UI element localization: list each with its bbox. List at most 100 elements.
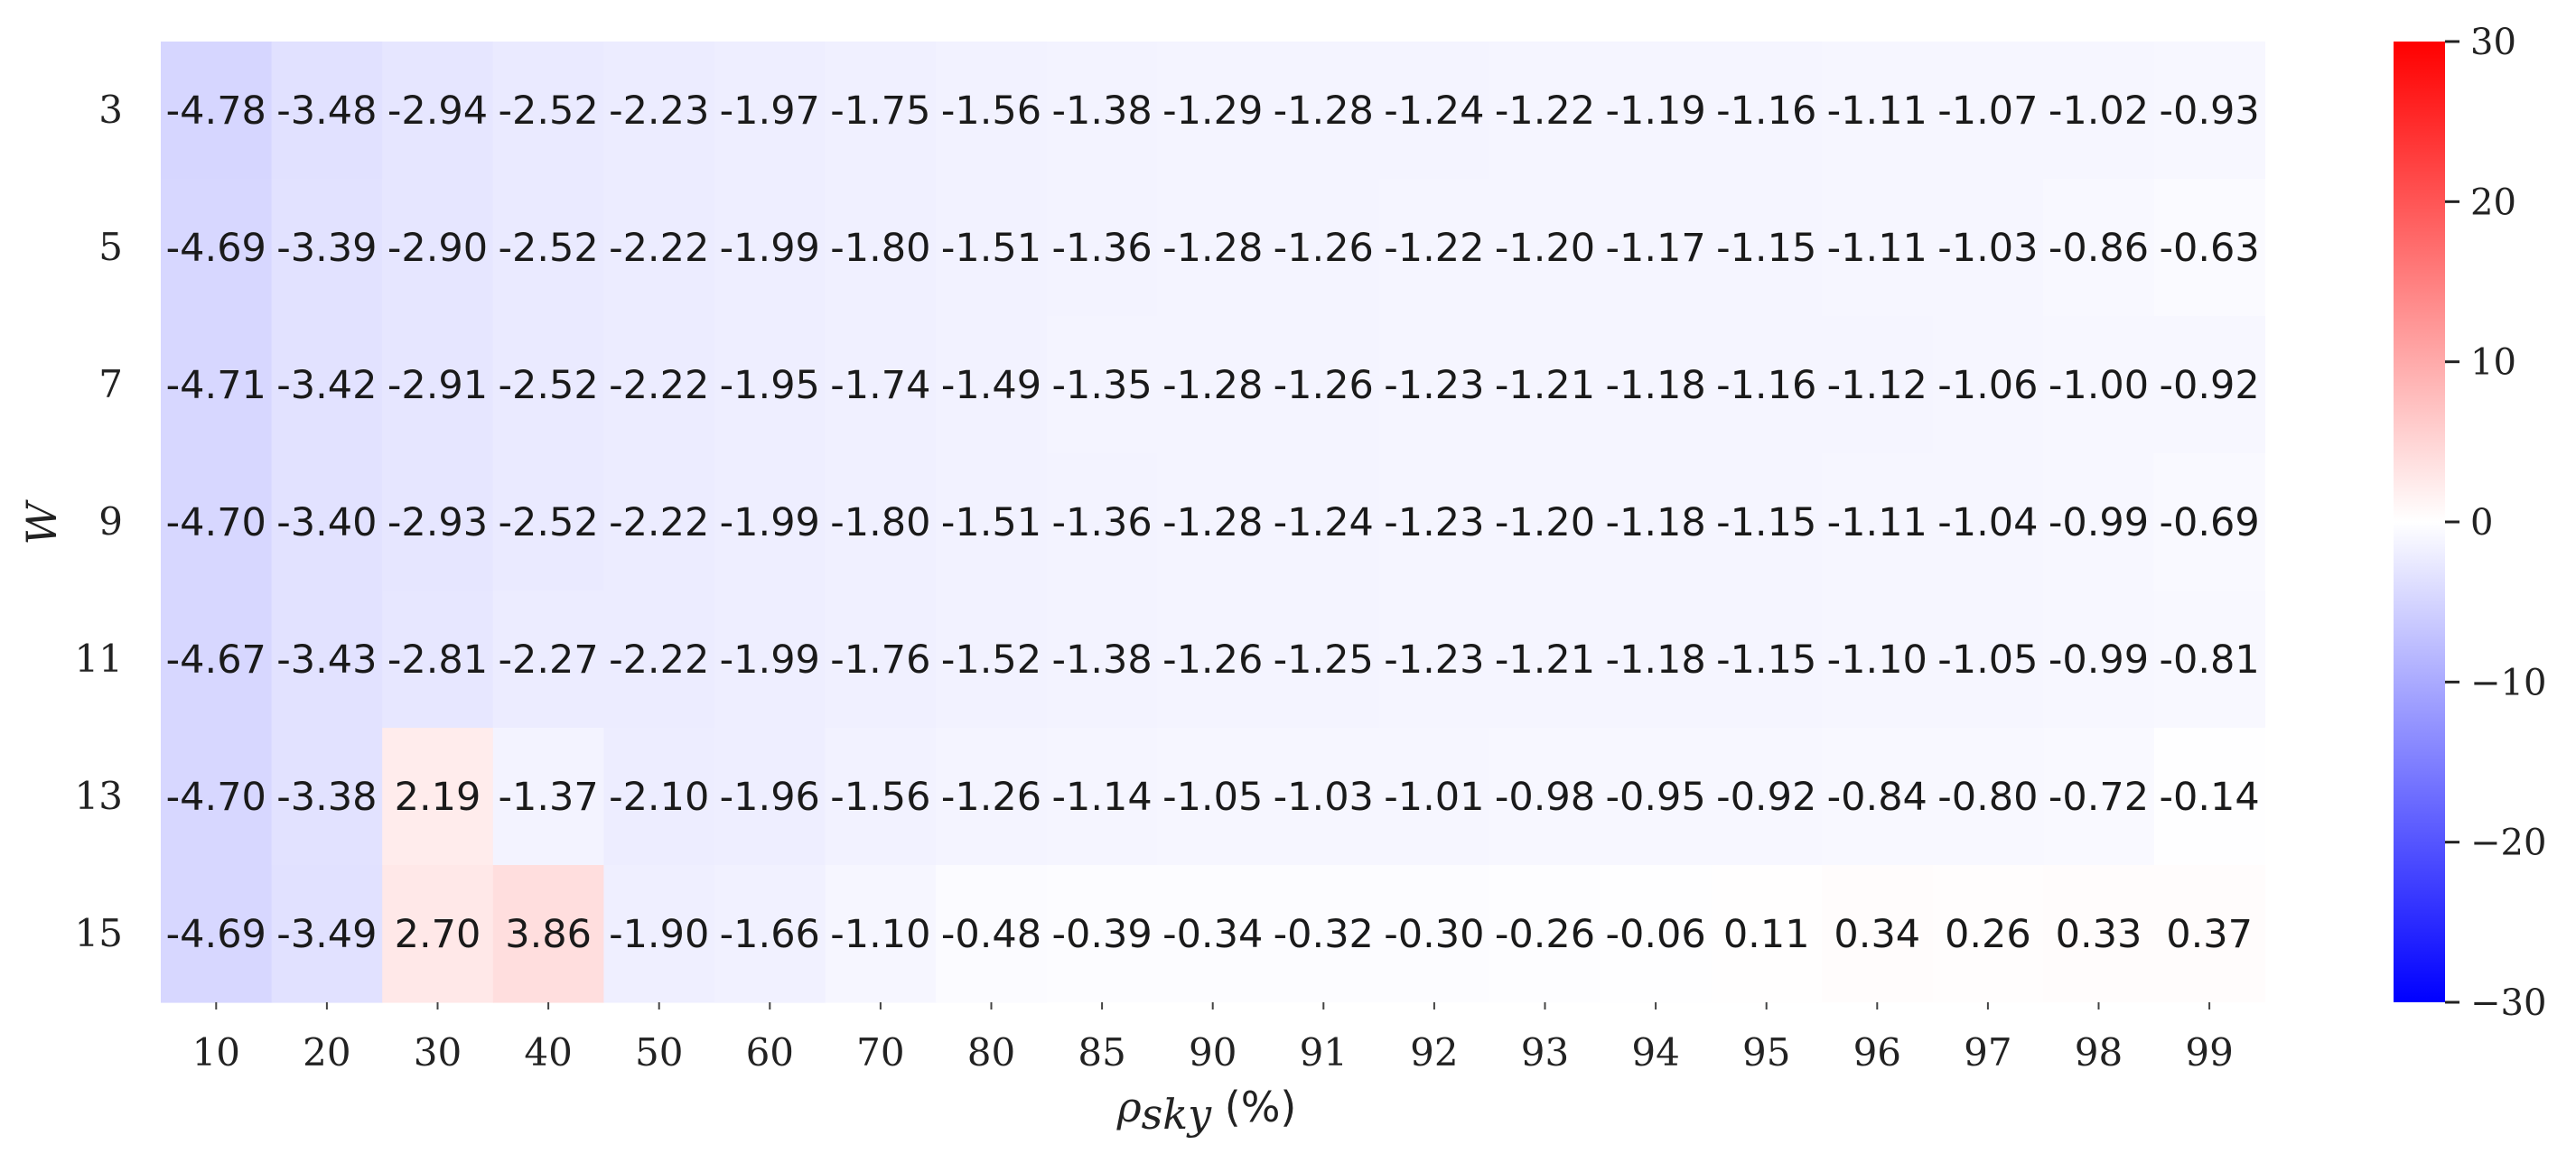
heatmap-cell [1932,865,2044,1003]
cell-value-label: -1.15 [1716,500,1816,545]
heatmap-cell [382,728,494,866]
heatmap-cell [936,591,1048,729]
heatmap-cell [492,179,604,317]
heatmap-cell [714,316,826,454]
heatmap-cell-labels: -4.78 -3.48 -2.94 -2.52 -2.23 -1.97 -1.75 -1.56… [166,88,2260,957]
heatmap-cell [1822,865,1934,1003]
heatmap-cell [382,591,494,729]
heatmap-cell [492,453,604,591]
heatmap-cell [714,865,826,1003]
cell-value-label: -2.52 [498,88,598,134]
heatmap-cell [161,728,273,866]
cell-value-label: -0.32 [1274,912,1374,957]
cell-value-label: -3.49 [276,912,377,957]
cell-value-label: -0.63 [2159,226,2259,271]
cell-value-label: -1.49 [941,363,1041,408]
cell-value-label: -0.39 [1051,912,1152,957]
cell-value-label: -1.75 [830,88,930,134]
heatmap-cell [1157,179,1269,317]
heatmap-cell [1378,42,1490,180]
cell-value-label: -1.36 [1051,226,1152,271]
heatmap-cell [1268,865,1380,1003]
heatmap-cell [1046,728,1158,866]
cell-value-label: -1.38 [1051,88,1152,134]
cell-value-label: -1.90 [609,912,709,957]
heatmap-cell [1932,453,2044,591]
cell-value-label: -0.26 [1495,912,1595,957]
cell-value-label: -0.93 [2159,88,2259,134]
cell-value-label: -2.52 [498,363,598,408]
y-tick-label: 3 [98,88,123,132]
heatmap-cell [161,591,273,729]
heatmap-cell [825,42,937,180]
heatmap-cell [603,453,715,591]
cell-value-label: -1.56 [941,88,1041,134]
heatmap-cell [936,42,1048,180]
cell-value-label: -1.35 [1051,363,1152,408]
heatmap-cell [1268,591,1380,729]
cell-value-label: -4.78 [166,88,266,134]
heatmap-cell [936,728,1048,866]
colorbar-tick-label: −20 [2470,823,2546,864]
heatmap-cell [1932,316,2044,454]
cell-value-label: -1.26 [1274,226,1374,271]
x-tick-label: 97 [1964,1030,2011,1075]
heatmap-cell [1489,316,1601,454]
cell-value-label: -1.22 [1384,226,1484,271]
x-tick-label: 20 [303,1030,350,1075]
cell-value-label: 0.37 [2166,912,2253,957]
cell-value-label: -4.70 [166,500,266,545]
heatmap-cell [1378,591,1490,729]
heatmap-cell [1046,865,1158,1003]
heatmap-cell [492,591,604,729]
cell-value-label: -0.34 [1162,912,1263,957]
heatmap-cell [1711,728,1823,866]
cell-value-label: -1.21 [1495,363,1595,408]
colorbar-tick-label: 0 [2470,502,2493,544]
heatmap-cell [1157,728,1269,866]
heatmap-cell [492,42,604,180]
x-tick-label: 95 [1742,1030,1790,1075]
heatmap-cell [603,316,715,454]
heatmap-cell [382,316,494,454]
heatmap-cell [1600,316,1712,454]
x-tick-label: 30 [414,1030,462,1075]
heatmap-cell [271,453,383,591]
cell-value-label: -1.03 [1274,775,1374,820]
x-axis-title: ρsky (%) [1116,1083,1297,1139]
heatmap-cell [1489,179,1601,317]
cell-value-label: -1.23 [1384,637,1484,683]
cell-value-label: -4.71 [166,363,266,408]
y-tick-label: 11 [75,637,123,681]
heatmap-cell [1378,179,1490,317]
x-tick-label: 85 [1078,1030,1125,1075]
heatmap-cell [1711,591,1823,729]
x-tick-label: 98 [2075,1030,2123,1075]
heatmap-cell [2153,179,2265,317]
cell-value-label: -1.20 [1495,226,1595,271]
heatmap-cell [2043,42,2155,180]
cell-value-label: -3.39 [276,226,377,271]
cell-value-label: -1.66 [720,912,820,957]
y-tick-label: 9 [98,499,123,544]
cell-value-label: -1.76 [830,637,930,683]
heatmap-cell [1489,453,1601,591]
heatmap-cell [1046,316,1158,454]
cell-value-label: -1.56 [830,775,930,820]
cell-value-label: -0.72 [2049,775,2149,820]
heatmap-cell [1157,42,1269,180]
heatmap-cell [1378,453,1490,591]
x-tick-label: 94 [1631,1030,1679,1075]
y-axis-title: W [17,499,66,545]
cell-value-label: -4.69 [166,226,266,271]
cell-value-label: -1.96 [720,775,820,820]
heatmap-cell [271,591,383,729]
heatmap-cell [1268,179,1380,317]
heatmap-cell [825,865,937,1003]
heatmap-cell [1600,179,1712,317]
heatmap-cell [1046,42,1158,180]
cell-value-label: -2.22 [609,226,709,271]
heatmap-cell [382,42,494,180]
cell-value-label: -1.02 [2049,88,2149,134]
cell-value-label: -2.52 [498,500,598,545]
